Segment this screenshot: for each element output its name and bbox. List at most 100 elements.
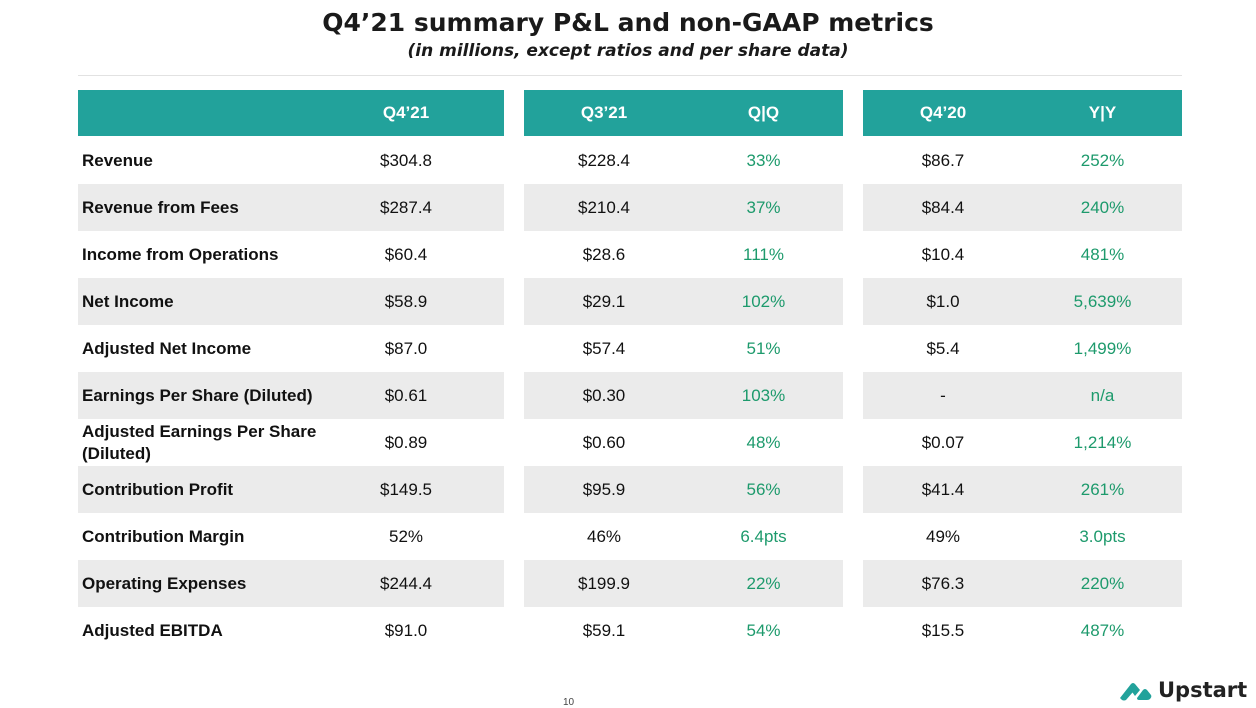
cell-yy: 1,499% (1073, 338, 1132, 358)
row-label: Adjusted Earnings Per Share (Diluted) (82, 421, 317, 463)
cell-yy: 261% (1080, 479, 1125, 499)
cell-qq: 54% (746, 620, 781, 640)
table-row: Income from Operations $60.4 $28.6 111% $10.… (0, 231, 1256, 278)
cell-q420: $86.7 (921, 150, 965, 170)
column-header-q321: Q3’21 (580, 103, 628, 122)
header-bar-q321: Q3’21 Q|Q (524, 90, 843, 136)
cell-q321: $29.1 (582, 291, 626, 311)
cell-q420: $5.4 (926, 338, 960, 358)
logo-text: Upstart (1158, 678, 1248, 702)
cell-q420: $41.4 (921, 479, 965, 499)
cell-q321: $0.30 (582, 385, 626, 405)
column-header-q420: Q4’20 (919, 103, 967, 122)
cell-qq: 6.4pts (740, 526, 787, 546)
row-background (524, 372, 843, 419)
table-row: Adjusted Net Income $87.0 $57.4 51% $5.4 1,49… (0, 325, 1256, 372)
table-row: Net Income $58.9 $29.1 102% $1.0 5,639% (0, 278, 1256, 325)
row-background (78, 560, 504, 607)
cell-yy: 252% (1080, 150, 1125, 170)
row-background (863, 278, 1182, 325)
row-background (524, 278, 843, 325)
header-bar-q420: Q4’20 Y|Y (863, 90, 1182, 136)
row-label: Adjusted EBITDA (82, 620, 223, 640)
table-row: Revenue from Fees $287.4 $210.4 37% $84.4 240… (0, 184, 1256, 231)
row-label: Revenue (82, 150, 153, 170)
row-label: Adjusted Net Income (82, 338, 252, 358)
title-divider (78, 75, 1182, 76)
row-background (524, 184, 843, 231)
cell-q421: $0.89 (384, 432, 428, 452)
table-row: Revenue $304.8 $228.4 33% $86.7 252% (0, 137, 1256, 184)
cell-q420: 49% (925, 526, 961, 546)
cell-yy: 5,639% (1073, 291, 1132, 311)
row-label: Earnings Per Share (Diluted) (82, 385, 313, 405)
cell-qq: 37% (746, 197, 781, 217)
cell-qq: 111% (743, 244, 784, 264)
cell-qq: 51% (746, 338, 781, 358)
cell-q321: $28.6 (582, 244, 626, 264)
cell-q420: - (940, 385, 946, 405)
page-subtitle: (in millions, except ratios and per shar… (407, 41, 849, 61)
brand-logo: Upstart (1118, 676, 1247, 704)
header-bar-q421: Q4’21 (78, 90, 504, 136)
row-label: Revenue from Fees (82, 197, 239, 217)
cell-q321: $57.4 (582, 338, 626, 358)
row-label: Contribution Margin (82, 526, 245, 546)
table-row: Contribution Margin 52% 46% 6.4pts 49% 3.0pts (0, 513, 1256, 560)
cell-qq: 102% (741, 291, 786, 311)
cell-q420: $84.4 (921, 197, 965, 217)
row-label: Net Income (82, 291, 174, 311)
row-background (863, 560, 1182, 607)
cell-yy: n/a (1090, 385, 1115, 405)
cell-q321: $199.9 (578, 573, 630, 593)
cell-q421: $287.4 (380, 197, 432, 217)
cell-q421: $244.4 (380, 573, 432, 593)
row-background (524, 560, 843, 607)
cell-q420: $15.5 (921, 620, 965, 640)
cell-qq: 33% (746, 150, 781, 170)
cell-q421: $58.9 (384, 291, 428, 311)
table-row: Adjusted EBITDA $91.0 $59.1 54% $15.5 487% (0, 607, 1256, 654)
upstart-logo-icon (1120, 683, 1152, 701)
row-background (863, 466, 1182, 513)
row-background (78, 466, 504, 513)
table-row: Contribution Profit $149.5 $95.9 56% $41.4 26… (0, 466, 1256, 513)
cell-q421: $60.4 (384, 244, 428, 264)
row-background (863, 372, 1182, 419)
row-label: Income from Operations (82, 244, 279, 264)
row-label: Contribution Profit (82, 479, 234, 499)
cell-yy: 240% (1080, 197, 1125, 217)
column-header-q421: Q4’21 (382, 103, 430, 122)
cell-q421: 52% (388, 526, 424, 546)
cell-yy: 3.0pts (1079, 526, 1126, 546)
cell-q421: $149.5 (380, 479, 432, 499)
cell-q421: $87.0 (384, 338, 428, 358)
cell-q421: $0.61 (384, 385, 428, 405)
cell-qq: 48% (746, 432, 781, 452)
cell-q321: $59.1 (582, 620, 626, 640)
table-row: Adjusted Earnings Per Share (Diluted) $0.… (0, 419, 1256, 466)
cell-q321: 46% (586, 526, 622, 546)
cell-q321: $95.9 (582, 479, 626, 499)
cell-qq: 56% (746, 479, 781, 499)
cell-q421: $304.8 (380, 150, 432, 170)
cell-qq: 22% (746, 573, 781, 593)
cell-yy: 220% (1080, 573, 1125, 593)
column-header-yy: Y|Y (1088, 103, 1117, 122)
cell-qq: 103% (741, 385, 786, 405)
column-header-qq: Q|Q (747, 103, 780, 122)
row-background (78, 372, 504, 419)
page-number: 10 (563, 697, 575, 708)
cell-yy: 481% (1080, 244, 1125, 264)
table-row: Earnings Per Share (Diluted) $0.61 $0.30 10… (0, 372, 1256, 419)
cell-q321: $228.4 (578, 150, 630, 170)
row-background (78, 278, 504, 325)
cell-q321: $0.60 (582, 432, 626, 452)
cell-q420: $76.3 (921, 573, 965, 593)
row-label: Operating Expenses (82, 573, 247, 593)
row-background (863, 184, 1182, 231)
cell-q420: $10.4 (921, 244, 965, 264)
cell-q420: $1.0 (926, 291, 960, 311)
table-row: Operating Expenses $244.4 $199.9 22% $76.3 22… (0, 560, 1256, 607)
cell-yy: 487% (1080, 620, 1125, 640)
